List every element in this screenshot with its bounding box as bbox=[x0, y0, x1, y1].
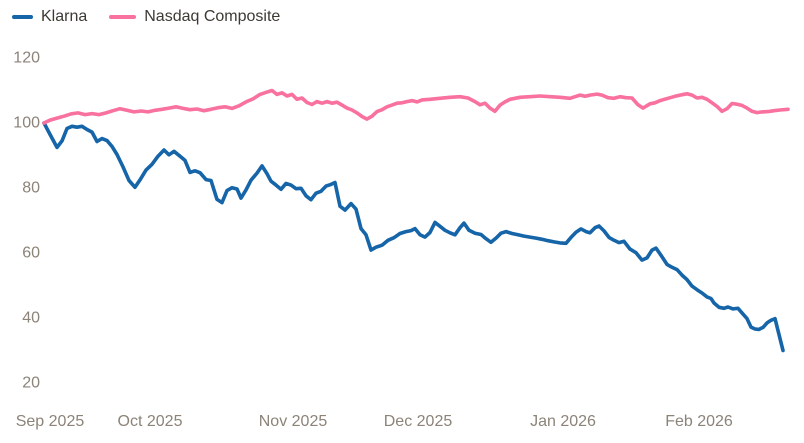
klarna-line bbox=[42, 121, 785, 353]
y-axis-tick-label: 20 bbox=[22, 375, 40, 392]
legend-label-nasdaq-composite: Nasdaq Composite bbox=[144, 8, 281, 25]
y-axis-tick-label: 120 bbox=[13, 50, 40, 67]
legend: Klarna Nasdaq Composite bbox=[12, 7, 280, 27]
y-axis-tick-label: 100 bbox=[13, 115, 40, 132]
x-axis-month-label: Nov 2025 bbox=[259, 413, 328, 430]
nasdaq-composite-line bbox=[42, 88, 790, 125]
y-axis-tick-label: 60 bbox=[22, 245, 40, 262]
nasdaq-line-swatch-icon bbox=[109, 15, 137, 19]
y-axis-tick-label: 40 bbox=[22, 310, 40, 327]
x-axis-month-label: Feb 2026 bbox=[665, 413, 733, 430]
legend-item-nasdaq-composite: Nasdaq Composite bbox=[109, 7, 280, 27]
x-axis-month-label: Oct 2025 bbox=[118, 413, 183, 430]
legend-label-klarna: Klarna bbox=[41, 8, 88, 25]
x-axis-month-label: Jan 2026 bbox=[530, 413, 596, 430]
legend-item-klarna: Klarna bbox=[12, 7, 87, 27]
x-axis-month-label: Dec 2025 bbox=[384, 413, 453, 430]
klarna-line-swatch-icon bbox=[12, 15, 33, 19]
y-axis-tick-label: 80 bbox=[22, 180, 40, 197]
x-axis-month-label: Sep 2025 bbox=[16, 413, 85, 430]
